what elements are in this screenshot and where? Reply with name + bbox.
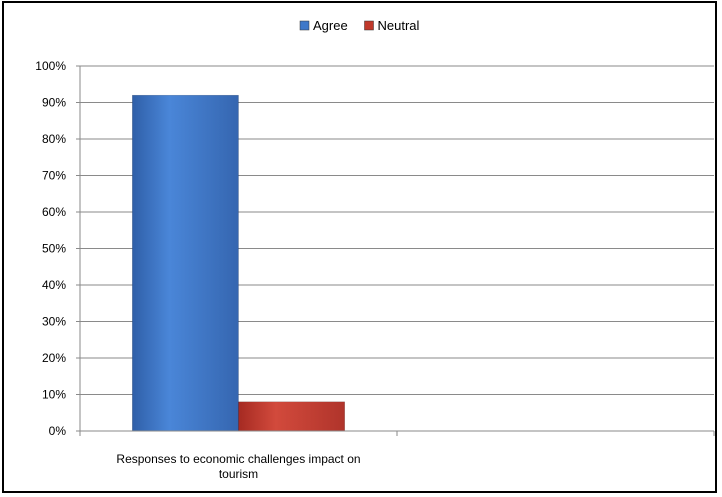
x-axis-categories: Responses to economic challenges impact … bbox=[116, 452, 360, 481]
legend-label-neutral: Neutral bbox=[378, 18, 420, 33]
legend: Agree Neutral bbox=[299, 18, 420, 33]
y-tick-label: 60% bbox=[42, 205, 66, 219]
y-tick-label: 90% bbox=[42, 96, 66, 110]
y-tick-label: 50% bbox=[42, 242, 66, 256]
legend-swatch-agree bbox=[299, 20, 310, 31]
x-category-label: Responses to economic challenges impact … bbox=[116, 452, 360, 481]
y-tick-label: 100% bbox=[35, 59, 66, 73]
legend-label-agree: Agree bbox=[313, 18, 348, 33]
y-tick-label: 10% bbox=[42, 388, 66, 402]
axes bbox=[79, 66, 715, 436]
y-tick-label: 70% bbox=[42, 169, 66, 183]
y-tick-label: 80% bbox=[42, 132, 66, 146]
y-tick-label: 30% bbox=[42, 315, 66, 329]
legend-swatch-neutral bbox=[364, 20, 374, 31]
bar-neutral bbox=[238, 401, 345, 432]
bar-agree bbox=[132, 94, 239, 432]
y-tick-label: 20% bbox=[42, 351, 66, 365]
y-tick-label: 0% bbox=[49, 424, 67, 438]
bars bbox=[132, 94, 345, 432]
y-tick-label: 40% bbox=[42, 278, 66, 292]
y-axis-ticks: 0% 10% 20% 30% 40% 50% 60% 70% 80% 90% 100% bbox=[35, 59, 80, 438]
